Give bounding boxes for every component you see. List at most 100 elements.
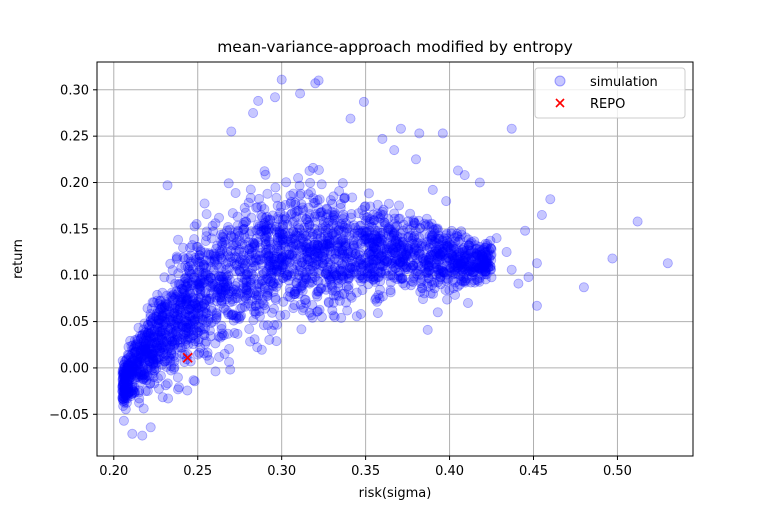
simulation-point [124,364,135,375]
simulation-point [385,277,396,288]
simulation-point [214,274,225,285]
simulation-point [226,126,237,137]
simulation-point [266,325,277,336]
simulation-point [461,245,472,256]
simulation-point [455,259,466,270]
simulation-point [228,315,239,326]
simulation-point [434,240,445,251]
simulation-point [287,248,298,259]
simulation-point [323,257,334,268]
simulation-point [243,243,254,254]
simulation-point [164,322,175,333]
simulation-point [392,238,403,249]
simulation-point [332,239,343,250]
simulation-point [144,378,155,389]
simulation-point [477,254,488,265]
simulation-point [415,276,426,287]
simulation-point [321,267,332,278]
simulation-point [127,388,138,399]
simulation-point [127,344,138,355]
simulation-point [259,300,270,311]
simulation-point [478,261,489,272]
simulation-point [321,277,332,288]
simulation-point [287,250,298,261]
simulation-point [182,281,193,292]
simulation-point [140,346,151,357]
simulation-point [216,271,227,282]
simulation-point [395,123,406,134]
simulation-point [362,267,373,278]
simulation-point [444,265,455,276]
simulation-point [169,362,180,373]
simulation-point [278,259,289,270]
simulation-point [253,236,264,247]
simulation-point [432,254,443,265]
simulation-point [483,262,494,273]
simulation-point [123,382,134,393]
simulation-point [466,253,477,264]
simulation-point [434,233,445,244]
simulation-point [125,366,136,377]
simulation-point [166,290,177,301]
simulation-point [328,269,339,280]
simulation-point [192,276,203,287]
simulation-point [136,369,147,380]
simulation-point [257,265,268,276]
simulation-point [182,294,193,305]
simulation-point [321,241,332,252]
simulation-point [177,288,188,299]
simulation-point [482,238,493,249]
simulation-point [319,231,330,242]
simulation-point [282,236,293,247]
simulation-point [316,207,327,218]
simulation-point [425,288,436,299]
simulation-point [296,242,307,253]
simulation-point [377,291,388,302]
simulation-point [255,242,266,253]
simulation-point [216,285,227,296]
simulation-point [424,253,435,264]
simulation-point [452,253,463,264]
simulation-point [360,234,371,245]
simulation-point [137,349,148,360]
simulation-point [357,260,368,271]
simulation-point [318,242,329,253]
simulation-point [148,344,159,355]
simulation-point [458,264,469,275]
simulation-point [385,285,396,296]
simulation-point [429,228,440,239]
simulation-point [286,249,297,260]
simulation-point [172,335,183,346]
simulation-point [181,282,192,293]
simulation-point [131,358,142,369]
simulation-point [465,245,476,256]
simulation-point [363,248,374,259]
y-tick-label: −0.05 [49,408,89,423]
simulation-point [292,230,303,241]
simulation-point [181,296,192,307]
simulation-point [449,245,460,256]
simulation-point [356,270,367,281]
simulation-point [454,251,465,262]
simulation-point [177,294,188,305]
simulation-point [479,242,490,253]
simulation-point [122,360,133,371]
simulation-point [148,348,159,359]
simulation-point [662,258,673,269]
simulation-point [355,255,366,266]
simulation-point [120,393,131,404]
simulation-point [232,225,243,236]
simulation-point [426,276,437,287]
simulation-point [443,274,454,285]
simulation-point [165,340,176,351]
simulation-point [387,265,398,276]
simulation-point [147,353,158,364]
simulation-point [377,133,388,144]
simulation-point [119,368,130,379]
simulation-point [453,262,464,273]
simulation-point [343,246,354,257]
simulation-point [312,291,323,302]
simulation-point [433,255,444,266]
simulation-point [174,303,185,314]
simulation-point [304,278,315,289]
